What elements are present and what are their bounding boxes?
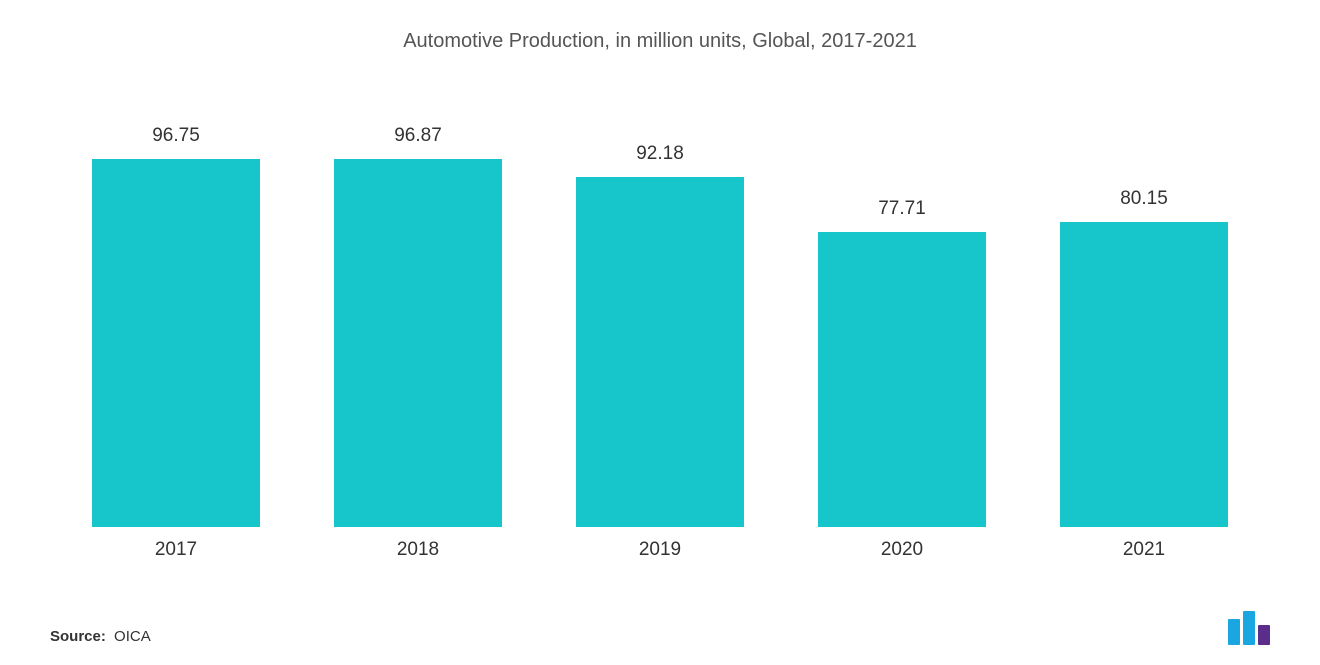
- x-axis: 2017 2018 2019 2020 2021: [45, 527, 1275, 561]
- source-citation: Source: OICA: [50, 628, 151, 645]
- bar-group-1: 96.87: [309, 98, 527, 527]
- bar-value-label-4: 80.15: [1120, 188, 1168, 210]
- bar-value-label-1: 96.87: [394, 125, 442, 147]
- bar-0: [92, 159, 260, 527]
- bar-4: [1060, 222, 1228, 527]
- x-tick-4: 2021: [1035, 539, 1253, 561]
- bar-value-label-2: 92.18: [636, 143, 684, 165]
- chart-title: Automotive Production, in million units,…: [45, 30, 1275, 53]
- bar-value-label-3: 77.71: [878, 198, 926, 220]
- bar-1: [334, 159, 502, 527]
- bar-group-2: 92.18: [551, 98, 769, 527]
- brand-logo-icon: [1228, 611, 1270, 645]
- x-tick-2: 2019: [551, 539, 769, 561]
- bar-group-0: 96.75: [67, 98, 285, 527]
- bar-value-label-0: 96.75: [152, 125, 200, 147]
- logo-bar-1: [1228, 619, 1240, 645]
- x-tick-1: 2018: [309, 539, 527, 561]
- x-tick-0: 2017: [67, 539, 285, 561]
- source-value: OICA: [114, 628, 151, 645]
- bar-3: [818, 232, 986, 527]
- bar-group-4: 80.15: [1035, 98, 1253, 527]
- logo-bar-3: [1258, 625, 1270, 645]
- chart-container: Automotive Production, in million units,…: [0, 0, 1320, 665]
- plot-area: 96.75 96.87 92.18 77.71 80.15: [45, 98, 1275, 527]
- bar-group-3: 77.71: [793, 98, 1011, 527]
- x-tick-3: 2020: [793, 539, 1011, 561]
- logo-bar-2: [1243, 611, 1255, 645]
- chart-footer: Source: OICA: [45, 611, 1275, 645]
- bar-2: [576, 177, 744, 527]
- source-label: Source:: [50, 628, 106, 645]
